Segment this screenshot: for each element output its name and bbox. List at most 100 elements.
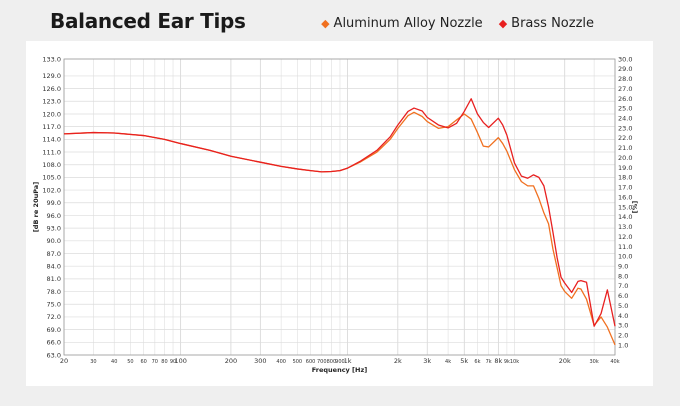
y2-tick-label: 16.0	[618, 193, 632, 201]
y-tick-label: 126.0	[42, 85, 61, 93]
y2-tick-label: 15.0	[618, 203, 632, 211]
x-tick-label: 5k	[460, 357, 468, 365]
y2-tick-label: 19.0	[618, 164, 632, 172]
y-tick-label: 111.0	[42, 148, 61, 156]
y2-tick-label: 3.0	[618, 322, 628, 330]
x-tick-label: 400	[276, 359, 286, 365]
x-tick-label: 30k	[590, 359, 599, 365]
x-tick-label: 70	[152, 359, 158, 365]
y2-tick-label: 26.0	[618, 95, 632, 103]
y-tick-label: 90.0	[47, 237, 61, 245]
x-tick-label: 40k	[610, 359, 619, 365]
y-tick-label: 87.0	[47, 250, 61, 258]
legend-marker-brass-icon: ◆	[498, 17, 508, 30]
x-tick-label: 2k	[394, 357, 402, 365]
x-tick-label: 9k	[504, 359, 510, 365]
x-tick-label: 900	[335, 359, 345, 365]
x-tick-label: 300	[254, 357, 266, 365]
x-tick-label: 200	[225, 357, 237, 365]
x-tick-label: 80	[161, 359, 167, 365]
series-line-brass	[63, 98, 616, 327]
y-tick-label: 133.0	[42, 55, 61, 63]
grid-layer	[63, 58, 616, 356]
series-line-aluminum	[63, 111, 616, 346]
y2-tick-label: 28.0	[618, 75, 632, 83]
x-tick-label: 8k	[494, 357, 502, 365]
plot-frame	[63, 58, 616, 356]
series-layer	[63, 98, 616, 346]
legend-item-brass[interactable]: ◆ Brass Nozzle	[499, 16, 594, 31]
y-tick-label: 114.0	[42, 136, 61, 144]
x-tick-label: 20k	[559, 357, 571, 365]
y-tick-label: 93.0	[47, 224, 61, 232]
legend-label-brass: Brass Nozzle	[511, 16, 594, 31]
x-tick-label: 100	[174, 357, 186, 365]
x-tick-label: 600	[306, 359, 316, 365]
x-tick-label: 40	[111, 359, 117, 365]
y2-axis-label: [%]	[631, 201, 639, 213]
y-tick-label: 84.0	[47, 263, 61, 271]
y-tick-label: 123.0	[42, 98, 61, 106]
y2-tick-label: 13.0	[618, 223, 632, 231]
x-tick-label: 700	[317, 359, 327, 365]
y2-tick-label: 24.0	[618, 115, 632, 123]
y2-tick-label: 18.0	[618, 174, 632, 182]
y2-tick-label: 21.0	[618, 144, 632, 152]
legend-marker-aluminum-icon: ◆	[321, 17, 330, 30]
x-axis-label: Frequency [Hz]	[312, 366, 368, 374]
legend-label-aluminum: Aluminum Alloy Nozzle	[333, 16, 483, 31]
x-tick-label: 500	[293, 359, 303, 365]
x-tick-label: 60	[140, 359, 146, 365]
y2-tick-label: 20.0	[618, 154, 632, 162]
y-tick-label: 120.0	[42, 110, 61, 118]
chart-title: Balanced Ear Tips	[50, 9, 246, 33]
y2-tick-label: 1.0	[618, 341, 628, 349]
x-tick-label: 10k	[510, 359, 519, 365]
y2-tick-label: 4.0	[618, 312, 628, 320]
x-tick-label: 7k	[486, 359, 492, 365]
y-tick-label: 72.0	[47, 313, 61, 321]
y-tick-label: 108.0	[42, 161, 61, 169]
legend-item-aluminum[interactable]: ◆ Aluminum Alloy Nozzle	[321, 16, 483, 31]
y-tick-label: 102.0	[42, 186, 61, 194]
y2-tick-label: 9.0	[618, 263, 628, 271]
y-tick-label: 75.0	[47, 301, 61, 309]
y-tick-label: 96.0	[47, 212, 61, 220]
y2-tick-label: 10.0	[618, 253, 632, 261]
x-tick-label: 50	[127, 359, 133, 365]
y2-tick-label: 22.0	[618, 134, 632, 142]
y2-tick-label: 5.0	[618, 302, 628, 310]
y2-tick-label: 25.0	[618, 105, 632, 113]
y2-tick-label: 11.0	[618, 243, 632, 251]
y2-tick-label: 8.0	[618, 272, 628, 280]
y2-tick-label: 29.0	[618, 65, 632, 73]
y2-tick-label: 23.0	[618, 124, 632, 132]
y-tick-label: 99.0	[47, 199, 61, 207]
y-tick-label: 117.0	[42, 123, 61, 131]
y-axis-label: [dB re 20uPa]	[32, 182, 40, 232]
y-tick-label: 66.0	[47, 339, 61, 347]
y-tick-label: 81.0	[47, 275, 61, 283]
y2-tick-label: 12.0	[618, 233, 632, 241]
y2-tick-label: 17.0	[618, 184, 632, 192]
chart-legend: ◆ Aluminum Alloy Nozzle ◆ Brass Nozzle	[321, 16, 594, 31]
y-tick-label: 69.0	[47, 326, 61, 334]
x-tick-label: 1k	[344, 357, 352, 365]
x-tick-label: 30	[90, 359, 96, 365]
y2-tick-label: 7.0	[618, 282, 628, 290]
y-tick-label: 105.0	[42, 174, 61, 182]
y2-tick-label: 30.0	[618, 55, 632, 63]
x-tick-label: 90	[170, 359, 176, 365]
y2-tick-label: 2.0	[618, 332, 628, 340]
x-tick-label: 20	[60, 357, 68, 365]
y-tick-label: 129.0	[42, 72, 61, 80]
y2-tick-label: 14.0	[618, 213, 632, 221]
y2-tick-label: 27.0	[618, 85, 632, 93]
chart-panel: 20 30 40 50 60 70 80 90 100 200 300 400 500 600 700 800…	[26, 41, 653, 386]
y-tick-label: 63.0	[47, 351, 61, 359]
x-tick-label: 800	[327, 359, 337, 365]
x-tick-label: 6k	[474, 359, 480, 365]
x-tick-label: 3k	[423, 357, 431, 365]
x-tick-label: 4k	[445, 359, 451, 365]
